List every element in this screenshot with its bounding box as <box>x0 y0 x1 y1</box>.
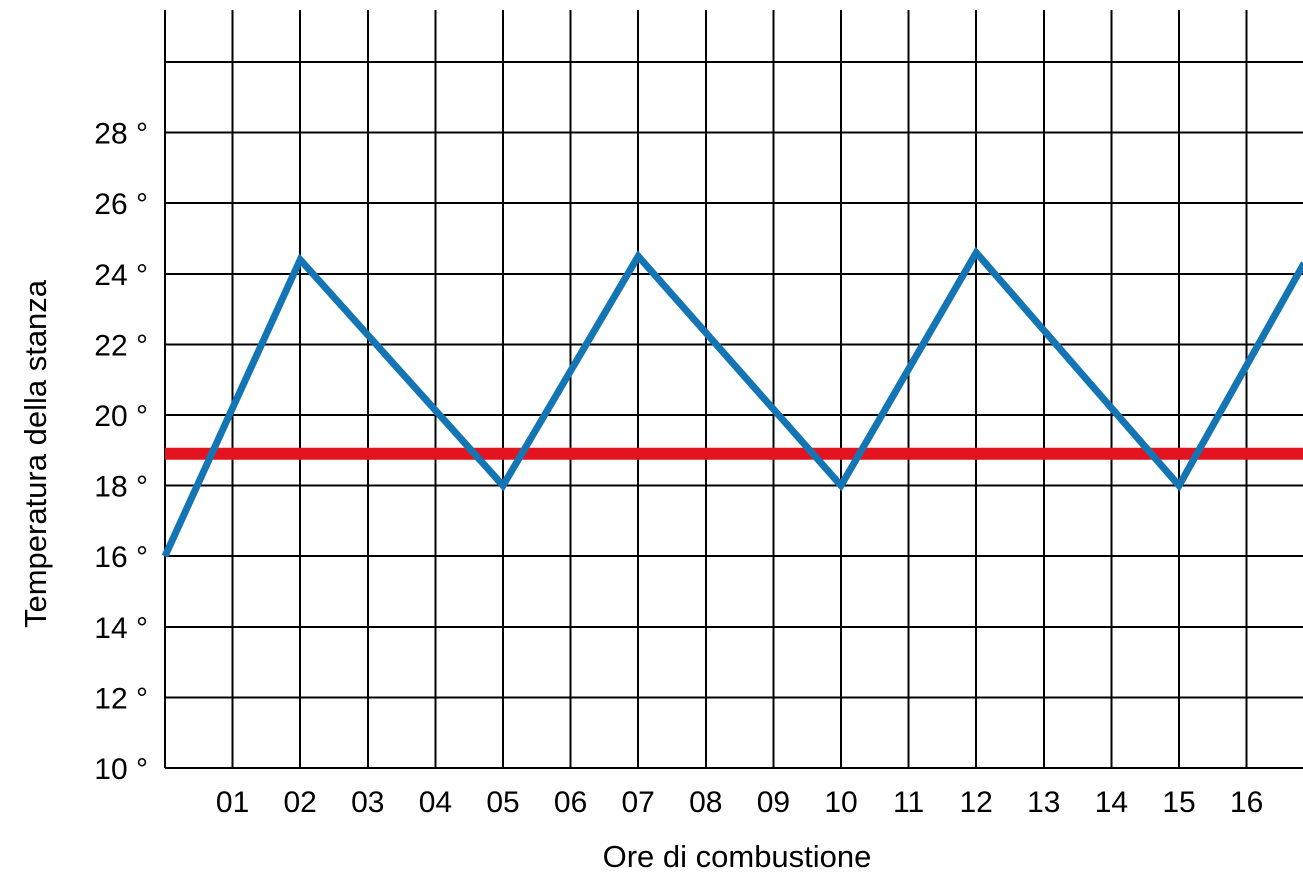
x-tick-labels: 01 02 03 04 05 06 07 08 09 10 11 12 13 14 15 16 <box>216 786 1263 819</box>
x-tick-label: 09 <box>757 786 790 819</box>
x-tick-label: 07 <box>622 786 655 819</box>
x-tick-label: 12 <box>960 786 993 819</box>
x-tick-label: 04 <box>419 786 452 819</box>
x-tick-label: 14 <box>1095 786 1128 819</box>
y-tick-label: 28 ° <box>94 118 148 151</box>
y-tick-label: 14 ° <box>94 612 148 645</box>
grid <box>164 10 1303 769</box>
x-tick-label: 15 <box>1162 786 1195 819</box>
x-tick-label: 11 <box>893 786 924 819</box>
x-tick-label: 05 <box>486 786 519 819</box>
x-tick-label: 03 <box>351 786 384 819</box>
y-tick-label: 18 ° <box>94 471 148 504</box>
x-tick-label: 13 <box>1027 786 1060 819</box>
x-tick-label: 08 <box>689 786 722 819</box>
series-layer <box>161 246 1303 558</box>
y-tick-labels: 10 ° 12 ° 14 ° 16 ° 18 ° 20 ° 22 ° 24 ° 26 ° 28 ° <box>94 118 148 786</box>
y-tick-label: 12 ° <box>94 682 148 715</box>
x-tick-label: 02 <box>284 786 317 819</box>
x-tick-label: 01 <box>216 786 249 819</box>
y-axis-title: Temperatura della stanza <box>18 279 53 628</box>
y-tick-label: 16 ° <box>94 541 148 574</box>
y-tick-label: 20 ° <box>94 400 148 433</box>
y-tick-label: 22 ° <box>94 329 148 362</box>
temperature-line <box>161 246 1303 558</box>
x-tick-label: 06 <box>554 786 587 819</box>
y-tick-label: 24 ° <box>94 259 148 292</box>
y-tick-label: 26 ° <box>94 188 148 221</box>
x-tick-label: 16 <box>1230 786 1263 819</box>
x-tick-label: 10 <box>824 786 857 819</box>
x-axis-title: Ore di combustione <box>603 839 872 873</box>
y-tick-label: 10 ° <box>94 753 148 786</box>
